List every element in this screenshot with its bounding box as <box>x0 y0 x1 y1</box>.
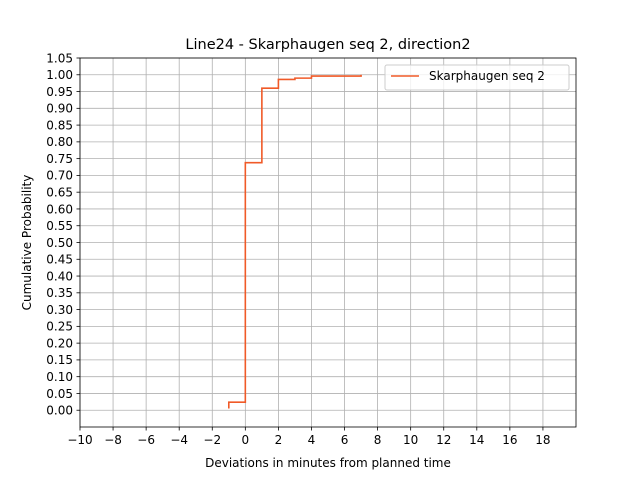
y-tick-label: 0.05 <box>46 387 73 401</box>
y-tick-label: 0.90 <box>46 102 73 116</box>
y-tick-label: 0.10 <box>46 370 73 384</box>
x-axis: −10 −8 −6 −4 −2 0 2 4 6 8 10 12 14 16 18 <box>67 427 551 447</box>
y-tick-label: 1.00 <box>46 68 73 82</box>
y-tick-label: 0.60 <box>46 202 73 216</box>
legend-label: Skarphaugen seq 2 <box>429 69 545 83</box>
x-axis-title: Deviations in minutes from planned time <box>205 456 451 470</box>
x-tick-label: 0 <box>242 433 250 447</box>
chart-title: Line24 - Skarphaugen seq 2, direction2 <box>185 37 470 53</box>
x-tick-label: 10 <box>403 433 418 447</box>
y-tick-label: 0.55 <box>46 219 73 233</box>
y-tick-label: 0.75 <box>46 152 73 166</box>
x-tick-label: 8 <box>374 433 382 447</box>
x-tick-label: 2 <box>275 433 283 447</box>
series-line-0 <box>228 74 362 409</box>
y-tick-label: 0.70 <box>46 169 73 183</box>
grid <box>79 57 576 427</box>
y-tick-label: 0.95 <box>46 85 73 99</box>
y-axis-title: Cumulative Probability <box>20 175 34 311</box>
series-layer <box>228 74 362 409</box>
y-tick-label: 0.85 <box>46 118 73 132</box>
y-tick-label: 1.05 <box>46 51 73 65</box>
y-tick-label: 0.45 <box>46 253 73 267</box>
y-tick-label: 0.20 <box>46 336 73 350</box>
x-tick-label: 14 <box>469 433 484 447</box>
x-tick-label: 18 <box>535 433 550 447</box>
y-tick-label: 0.25 <box>46 320 73 334</box>
x-tick-label: 16 <box>502 433 517 447</box>
x-tick-label: 6 <box>341 433 349 447</box>
x-tick-label: −4 <box>170 433 188 447</box>
x-tick-label: −10 <box>67 433 92 447</box>
x-tick-label: −8 <box>104 433 122 447</box>
y-axis: 0.00 0.05 0.10 0.15 0.20 0.25 0.30 0.35 0.40 0.45… <box>46 51 80 418</box>
y-tick-label: 0.35 <box>46 286 73 300</box>
y-tick-label: 0.15 <box>46 353 73 367</box>
y-tick-label: 0.40 <box>46 269 73 283</box>
legend: Skarphaugen seq 2 <box>384 64 570 91</box>
x-tick-label: −6 <box>137 433 155 447</box>
x-tick-label: 4 <box>308 433 316 447</box>
x-tick-label: −2 <box>203 433 221 447</box>
y-tick-label: 0.65 <box>46 185 73 199</box>
y-tick-label: 0.80 <box>46 135 73 149</box>
x-tick-label: 12 <box>436 433 451 447</box>
legend-box <box>384 64 570 91</box>
y-tick-label: 0.00 <box>46 404 73 418</box>
y-tick-label: 0.50 <box>46 236 73 250</box>
y-tick-label: 0.30 <box>46 303 73 317</box>
